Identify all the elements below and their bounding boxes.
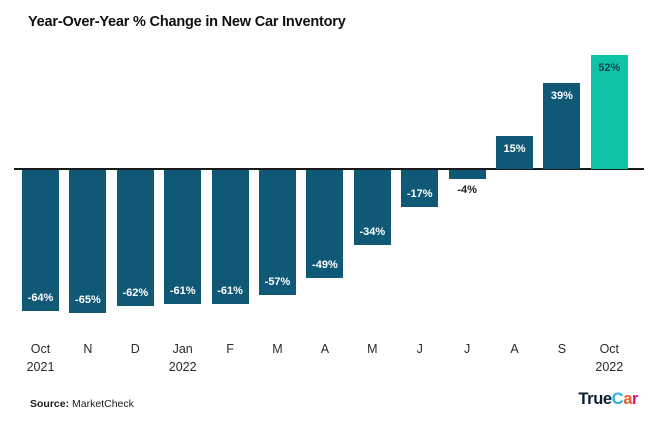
- x-axis-label: A: [510, 342, 519, 356]
- x-axis-label: F: [226, 342, 234, 356]
- source-value: MarketCheck: [72, 398, 134, 410]
- x-axis-label: A: [320, 342, 330, 356]
- truecar-logo: TrueCar: [578, 390, 638, 409]
- logo-segment: a: [623, 390, 632, 408]
- bar-value-label: -62%: [122, 287, 149, 300]
- bar-M: [353, 170, 391, 245]
- bar-Oct-2022: [590, 54, 628, 169]
- bar-value-label: 15%: [503, 143, 526, 155]
- x-axis-label: D: [130, 342, 140, 356]
- x-axis-label: Oct 2022: [595, 342, 624, 374]
- x-axis-label: N: [83, 342, 93, 356]
- bar-J: [401, 170, 439, 208]
- bar-value-label: 39%: [550, 90, 573, 103]
- bar-value-label: -65%: [75, 294, 101, 306]
- bar-value-label: 52%: [598, 61, 621, 74]
- bar-value-label: -17%: [406, 188, 433, 201]
- bar-value-label: -34%: [359, 225, 386, 238]
- bar-M: [259, 170, 296, 296]
- bar-value-label: -61%: [217, 285, 243, 298]
- bar-value-label: -49%: [312, 258, 338, 271]
- source-label: Source:: [30, 398, 70, 410]
- x-axis-label: Jan 2022: [168, 342, 197, 374]
- chart-title: Year-Over-Year % Change in New Car Inven…: [28, 14, 346, 30]
- bar-A: [496, 136, 533, 169]
- x-axis-label: M: [367, 342, 378, 356]
- logo-segment: True: [578, 390, 612, 408]
- x-axis-label: J: [463, 342, 471, 356]
- bar-Jan-2022: [164, 170, 202, 305]
- logo-segment: C: [611, 390, 624, 408]
- bar-S: [543, 83, 581, 169]
- x-axis-label: S: [557, 342, 567, 356]
- logo-segment: r: [631, 390, 638, 408]
- bar-value-label: -64%: [27, 291, 54, 304]
- bar-value-label: -4%: [457, 183, 477, 196]
- bar-J: [448, 170, 486, 179]
- bar-value-label: -57%: [264, 276, 291, 289]
- bar-Oct-2021: [22, 170, 59, 311]
- x-axis-label: Oct 2021: [26, 342, 55, 374]
- bar-N: [69, 170, 107, 313]
- zero-axis-line: [14, 168, 644, 170]
- bar-F: [211, 170, 249, 305]
- x-axis-label: M: [272, 342, 283, 356]
- bar-D: [116, 170, 154, 307]
- source-note: Source: MarketCheck: [30, 398, 134, 410]
- x-axis-label: J: [416, 342, 423, 356]
- bar-A: [306, 170, 344, 278]
- bar-value-label: -61%: [169, 285, 196, 298]
